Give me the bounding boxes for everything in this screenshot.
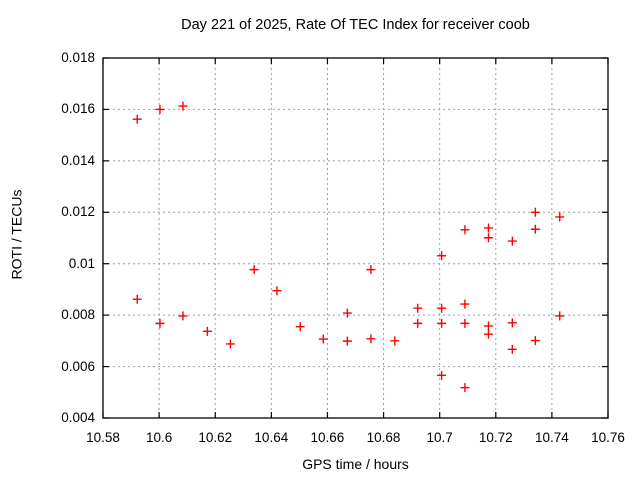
y-tick-label: 0.008: [61, 307, 95, 323]
x-tick-label: 10.58: [86, 430, 120, 445]
y-tick-label: 0.012: [61, 204, 95, 220]
data-point-marker: [555, 212, 565, 222]
data-point-marker: [437, 318, 447, 328]
data-point-marker: [483, 233, 493, 243]
data-point-marker: [437, 370, 447, 380]
data-point-marker: [530, 336, 540, 346]
data-point-marker: [295, 322, 305, 332]
y-axis-label: ROTI / TECUs: [8, 189, 25, 280]
data-point-marker: [460, 318, 470, 328]
data-point-marker: [225, 339, 235, 349]
data-point-marker: [437, 251, 447, 261]
x-tick-label: 10.72: [478, 430, 513, 445]
y-tick-label: 0.016: [61, 101, 95, 117]
y-tick-label: 0.014: [61, 152, 95, 168]
chart-title: Day 221 of 2025, Rate Of TEC Index for r…: [181, 17, 530, 33]
data-point-marker: [507, 318, 517, 328]
data-point-marker: [342, 308, 352, 318]
y-tick-label: 0.018: [61, 50, 95, 65]
y-tick-label: 0.006: [61, 358, 95, 374]
data-point-marker: [413, 318, 423, 328]
data-point-marker: [390, 336, 400, 346]
y-tick-label: 0.01: [68, 255, 95, 271]
data-point-marker: [272, 286, 282, 296]
data-point-marker: [483, 329, 493, 339]
x-tick-label: 10.76: [591, 430, 625, 445]
data-point-marker: [366, 334, 376, 344]
data-point-marker: [132, 114, 142, 124]
x-tick-label: 10.74: [534, 430, 569, 445]
y-tick-label: 0.004: [61, 410, 95, 425]
data-point-marker: [460, 225, 470, 235]
data-point-marker: [530, 224, 540, 234]
data-point-marker: [178, 311, 188, 321]
x-tick-label: 10.6: [145, 430, 173, 445]
data-point-marker: [249, 265, 259, 275]
data-point-marker: [507, 236, 517, 246]
data-point-marker: [507, 344, 517, 354]
x-tick-label: 10.7: [426, 430, 453, 445]
data-point-marker: [483, 223, 493, 233]
data-point-marker: [460, 383, 470, 393]
data-point-marker: [342, 336, 352, 346]
data-point-marker: [178, 101, 188, 111]
data-point-marker: [483, 321, 493, 331]
data-point-marker: [366, 265, 376, 275]
x-tick-label: 10.66: [310, 430, 345, 445]
data-point-marker: [132, 294, 142, 304]
x-tick-label: 10.64: [254, 430, 289, 445]
data-point-marker: [460, 299, 470, 309]
data-point-marker: [202, 326, 212, 336]
data-point-marker: [318, 334, 328, 344]
data-point-marker: [155, 318, 165, 328]
data-point-marker: [413, 303, 423, 313]
plot-border: [102, 57, 609, 419]
data-point-marker: [555, 311, 565, 321]
data-point-marker: [530, 207, 540, 217]
data-point-marker: [155, 104, 165, 114]
x-tick-label: 10.62: [198, 430, 233, 445]
x-tick-label: 10.68: [366, 430, 401, 445]
data-point-marker: [437, 303, 447, 313]
x-axis-label: GPS time / hours: [302, 456, 409, 472]
